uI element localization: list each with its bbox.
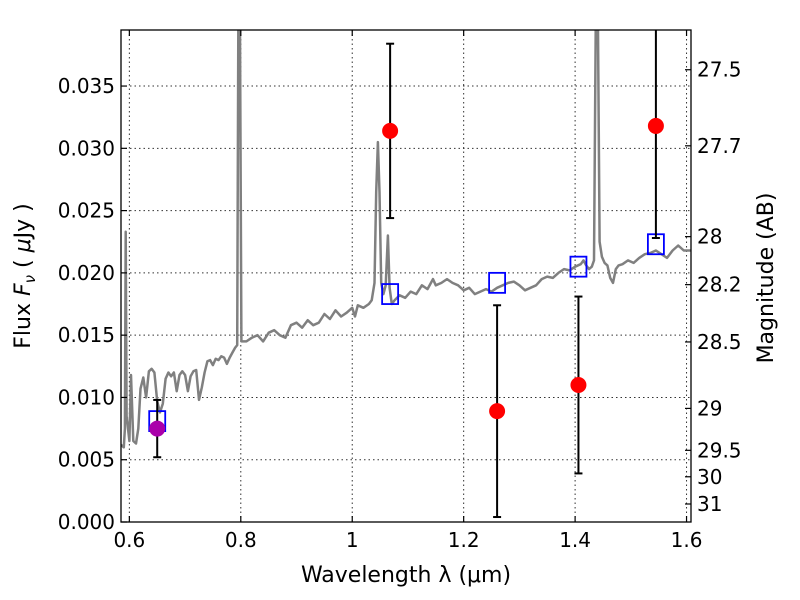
model-photometry-point [569, 255, 588, 278]
x-tick-label: 1.6 [671, 528, 703, 552]
y-gridlines [121, 85, 691, 461]
observed-flux-point [570, 376, 587, 393]
y-tick-label: 0.025 [58, 199, 115, 223]
observed-flux-point [382, 122, 399, 139]
mag-tick-label: 28.5 [697, 330, 742, 354]
mag-tick-label: 27.7 [697, 134, 742, 158]
plot-frame [120, 29, 692, 523]
mag-tick-label: 30 [697, 465, 722, 489]
y-axis-label-right: Magnitude (AB) [754, 193, 779, 364]
model-photometry-squares [148, 233, 665, 433]
x-tick-label: 1.2 [448, 528, 480, 552]
observed-flux-point [489, 403, 506, 420]
y-tick-label: 0.000 [58, 510, 115, 534]
mag-tick-label: 31 [697, 492, 722, 516]
observed-flux-point [149, 420, 166, 437]
mag-tick-label: 28.2 [697, 273, 742, 297]
x-tick-label: 1 [346, 528, 359, 552]
observed-flux-point [647, 117, 664, 134]
mag-tick-label: 28 [697, 225, 722, 249]
x-tick-label: 0.8 [225, 528, 257, 552]
x-tick-label: 1.4 [559, 528, 591, 552]
y-tick-label: 0.015 [58, 323, 115, 347]
y-tick-label: 0.005 [58, 448, 115, 472]
y-tick-label: 0.035 [58, 74, 115, 98]
mag-tick-label: 27.5 [697, 58, 742, 82]
model-photometry-point [381, 283, 400, 305]
magnitude-axis-ticks: 27.5 27.7 28 28.2 28.5 29 29.5 30 31 [685, 58, 742, 516]
model-photometry-point [488, 271, 506, 294]
y-axis-label-left: Flux Fν ( μJy ) [11, 203, 39, 348]
y-axis-ticks: 0.000 0.005 0.010 0.015 0.020 0.025 0.030 0.035 [58, 74, 127, 534]
observed-errorbars [149, 30, 664, 519]
x-axis-ticks: 0.6 0.8 1 1.2 1.4 1.6 [113, 30, 702, 552]
y-tick-label: 0.030 [58, 136, 115, 160]
mag-tick-label: 29.5 [697, 438, 742, 462]
y-tick-label: 0.010 [58, 385, 115, 409]
mag-tick-label: 29 [697, 396, 722, 420]
plot-background [121, 30, 691, 522]
x-axis-label: Wavelength λ (μm) [301, 563, 511, 588]
y-tick-label: 0.020 [58, 261, 115, 285]
spectrum-line [121, 30, 691, 449]
x-tick-label: 0.6 [113, 528, 145, 552]
